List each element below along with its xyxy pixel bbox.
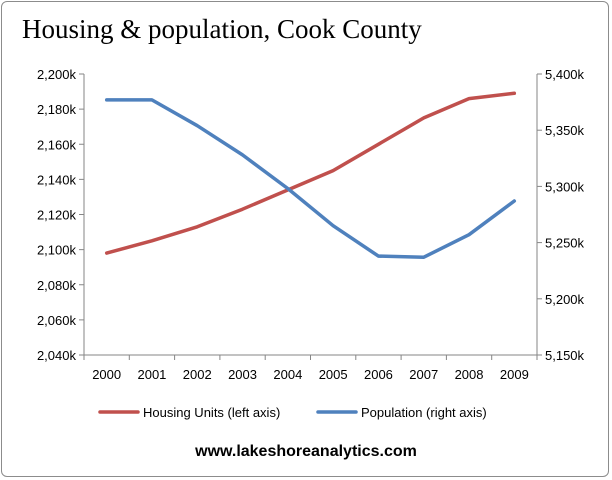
x-tick-label: 2009: [500, 367, 529, 382]
right-tick-label: 5,400k: [545, 67, 585, 82]
x-tick-label: 2005: [319, 367, 348, 382]
left-tick-label: 2,100k: [37, 243, 77, 258]
x-tick-label: 2007: [409, 367, 438, 382]
chart-axes: [83, 74, 538, 356]
housing-units-line: [104, 91, 517, 255]
x-axis-ticks: 2000 2001 2002 2003 2004 2005 2006 2007 2008 2009: [83, 355, 538, 382]
left-tick-label: 2,040k: [37, 348, 77, 363]
left-tick-label: 2,080k: [37, 278, 77, 293]
left-tick-label: 2,160k: [37, 137, 77, 152]
footer-url: www.lakeshoreanalytics.com: [195, 443, 417, 460]
legend-label: Housing Units (left axis): [143, 405, 280, 420]
right-tick-label: 5,200k: [545, 292, 585, 307]
right-tick-label: 5,250k: [545, 236, 585, 251]
left-tick-label: 2,120k: [37, 208, 77, 223]
x-tick-label: 2006: [364, 367, 393, 382]
chart-canvas: 2,040k 2,060k 2,080k 2,100k 2,120k 2,140k 2,16…: [37, 67, 585, 420]
left-axis-ticks: 2,040k 2,060k 2,080k 2,100k 2,120k 2,140k 2,16…: [37, 67, 84, 363]
x-tick-label: 2008: [455, 367, 484, 382]
x-tick-label: 2004: [273, 367, 302, 382]
chart-title: Housing & population, Cook County: [22, 14, 422, 44]
x-tick-label: 2003: [228, 367, 257, 382]
right-tick-label: 5,300k: [545, 179, 585, 194]
series-lines: [104, 91, 517, 259]
left-tick-label: 2,180k: [37, 102, 77, 117]
x-tick-label: 2000: [92, 367, 121, 382]
left-tick-label: 2,060k: [37, 313, 77, 328]
right-axis-ticks: 5,150k 5,200k 5,250k 5,300k 5,350k 5,400k: [537, 67, 585, 363]
population-line: [104, 98, 517, 259]
x-tick-label: 2001: [137, 367, 166, 382]
left-tick-label: 2,200k: [37, 67, 77, 82]
x-tick-label: 2002: [183, 367, 212, 382]
chart-legend: Housing Units (left axis) Population (rig…: [98, 405, 487, 420]
legend-label: Population (right axis): [361, 405, 487, 420]
left-tick-label: 2,140k: [37, 172, 77, 187]
right-tick-label: 5,150k: [545, 348, 585, 363]
right-tick-label: 5,350k: [545, 123, 585, 138]
